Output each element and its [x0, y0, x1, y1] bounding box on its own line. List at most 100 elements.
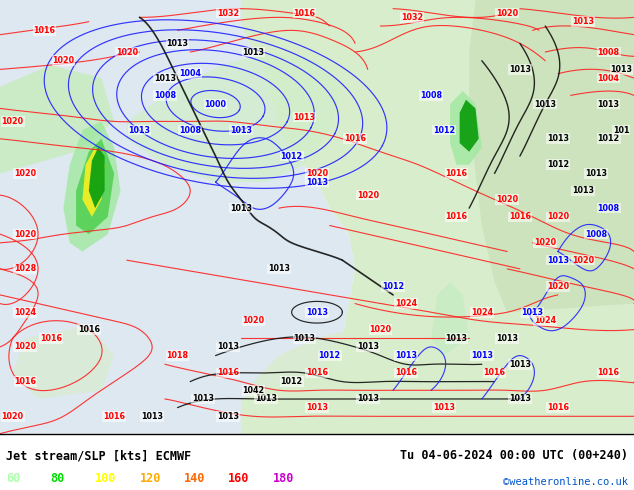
Text: 1013: 1013	[256, 394, 277, 403]
Text: 1020: 1020	[547, 212, 569, 221]
Text: 1020: 1020	[2, 412, 23, 421]
Text: 1012: 1012	[547, 160, 569, 169]
Text: 1020: 1020	[357, 191, 378, 199]
Text: 1008: 1008	[585, 230, 607, 239]
Text: 1008: 1008	[420, 91, 442, 100]
Text: 1012: 1012	[319, 351, 340, 360]
Text: 100: 100	[95, 472, 117, 486]
Text: 1012: 1012	[598, 134, 619, 143]
Text: 1012: 1012	[281, 377, 302, 386]
Text: 120: 120	[139, 472, 161, 486]
Text: 1020: 1020	[15, 343, 36, 351]
Text: 1016: 1016	[78, 325, 100, 334]
Text: 1020: 1020	[2, 117, 23, 126]
Polygon shape	[63, 122, 120, 251]
Polygon shape	[469, 0, 634, 312]
Text: 1013: 1013	[433, 403, 455, 412]
Text: 1013: 1013	[471, 351, 493, 360]
Text: 1013: 1013	[496, 334, 518, 343]
Text: 1013: 1013	[509, 394, 531, 403]
Text: 80: 80	[51, 472, 65, 486]
Text: 1020: 1020	[15, 169, 36, 178]
Text: Tu 04-06-2024 00:00 UTC (00+240): Tu 04-06-2024 00:00 UTC (00+240)	[399, 449, 628, 463]
Text: 1013: 1013	[129, 125, 150, 135]
Polygon shape	[76, 139, 114, 234]
Text: 1004: 1004	[598, 74, 619, 82]
Text: 1016: 1016	[294, 8, 315, 18]
Text: 1013: 1013	[192, 394, 214, 403]
Text: 1016: 1016	[446, 169, 467, 178]
Text: 1012: 1012	[433, 125, 455, 135]
Text: 1024: 1024	[15, 308, 36, 317]
Text: 1013: 1013	[573, 186, 594, 196]
Polygon shape	[0, 65, 114, 173]
Text: 1013: 1013	[217, 412, 239, 421]
Text: 1016: 1016	[395, 368, 417, 377]
Text: 1013: 1013	[395, 351, 417, 360]
Text: 1016: 1016	[40, 334, 61, 343]
Text: 1013: 1013	[230, 125, 252, 135]
Text: 1013: 1013	[306, 403, 328, 412]
Polygon shape	[450, 91, 482, 165]
Text: 1008: 1008	[598, 204, 619, 213]
Text: 1016: 1016	[509, 212, 531, 221]
Text: 1013: 1013	[534, 99, 556, 109]
Text: 1013: 1013	[306, 178, 328, 187]
Text: 1012: 1012	[382, 282, 404, 291]
Text: 1013: 1013	[598, 99, 619, 109]
Text: 140: 140	[184, 472, 205, 486]
Text: 1013: 1013	[217, 343, 239, 351]
Text: 1020: 1020	[306, 169, 328, 178]
Text: 1008: 1008	[154, 91, 176, 100]
Text: 1013: 1013	[306, 308, 328, 317]
Text: 1013: 1013	[522, 308, 543, 317]
Text: 1013: 1013	[573, 17, 594, 26]
Text: 1016: 1016	[217, 368, 239, 377]
Text: 1013: 1013	[446, 334, 467, 343]
Text: 1013: 1013	[585, 169, 607, 178]
Text: 1013: 1013	[547, 134, 569, 143]
Text: 160: 160	[228, 472, 250, 486]
Text: 60: 60	[6, 472, 20, 486]
Text: 1013: 1013	[141, 412, 163, 421]
Text: 1016: 1016	[306, 368, 328, 377]
Polygon shape	[0, 0, 355, 434]
Text: 1024: 1024	[534, 317, 556, 325]
Text: 1000: 1000	[205, 99, 226, 109]
Text: 1024: 1024	[471, 308, 493, 317]
Polygon shape	[241, 325, 456, 434]
Text: 1016: 1016	[15, 377, 36, 386]
Polygon shape	[127, 52, 342, 182]
Text: 1013: 1013	[509, 65, 531, 74]
Text: 1020: 1020	[116, 48, 138, 56]
Text: 1024: 1024	[395, 299, 417, 308]
Text: 1013: 1013	[611, 65, 632, 74]
Text: 1020: 1020	[15, 230, 36, 239]
Text: 1020: 1020	[53, 56, 74, 65]
Text: 1018: 1018	[167, 351, 188, 360]
Polygon shape	[13, 325, 114, 399]
Text: 1013: 1013	[268, 265, 290, 273]
Text: 1020: 1020	[243, 317, 264, 325]
Text: 1020: 1020	[573, 256, 594, 265]
Text: 180: 180	[273, 472, 294, 486]
Polygon shape	[89, 147, 105, 208]
Polygon shape	[241, 0, 634, 434]
Text: 1013: 1013	[357, 343, 378, 351]
Polygon shape	[82, 147, 105, 217]
Text: 1016: 1016	[446, 212, 467, 221]
Text: 1020: 1020	[496, 195, 518, 204]
Text: 1013: 1013	[154, 74, 176, 82]
Text: 1016: 1016	[547, 403, 569, 412]
Text: 1013: 1013	[357, 394, 378, 403]
Polygon shape	[460, 100, 479, 152]
Text: 1013: 1013	[243, 48, 264, 56]
Text: 1013: 1013	[230, 204, 252, 213]
Text: Jet stream/SLP [kts] ECMWF: Jet stream/SLP [kts] ECMWF	[6, 449, 191, 463]
Text: 1016: 1016	[344, 134, 366, 143]
Text: 101: 101	[613, 125, 630, 135]
Text: 1013: 1013	[547, 256, 569, 265]
Text: 1013: 1013	[509, 360, 531, 369]
Text: 1028: 1028	[14, 265, 37, 273]
Text: 1008: 1008	[179, 125, 201, 135]
